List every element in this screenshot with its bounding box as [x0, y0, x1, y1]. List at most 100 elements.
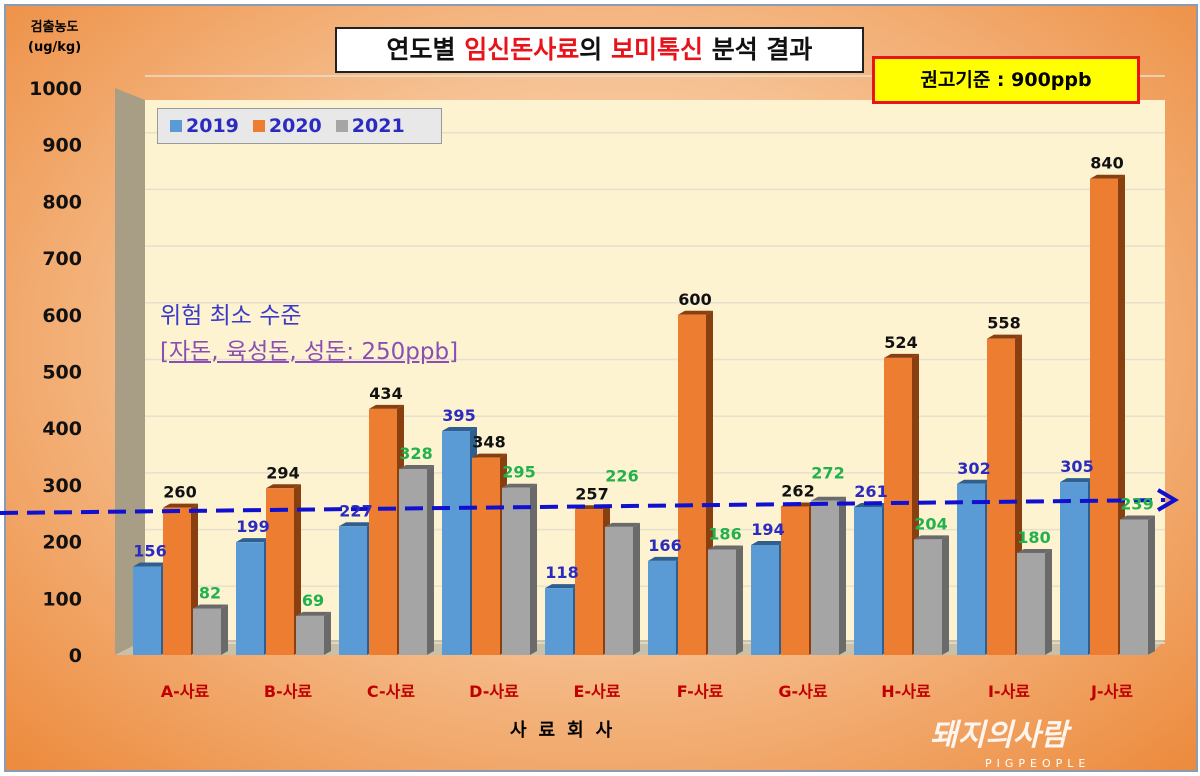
bar-top: [545, 584, 580, 589]
bar-2021: [296, 615, 324, 655]
data-label-2019: 194: [751, 520, 784, 539]
data-label-2021: 69: [302, 591, 324, 610]
data-label-2021: 82: [199, 584, 221, 603]
bar-top: [1120, 515, 1155, 520]
bar-2019: [957, 483, 985, 655]
data-label-2019: 227: [339, 501, 372, 520]
bar-top: [708, 545, 743, 550]
data-label-2020: 600: [678, 290, 711, 309]
bar-2021: [605, 526, 633, 655]
data-label-2020: 262: [781, 481, 814, 500]
threshold-label: 위험 최소 수준: [160, 303, 302, 329]
threshold-arrow-icon: [1156, 488, 1179, 512]
bar-2019: [339, 526, 367, 655]
data-label-2019: 305: [1060, 457, 1093, 476]
data-label-2020: 434: [369, 384, 402, 403]
bar-top: [472, 453, 507, 458]
y-tick-label: 300: [42, 475, 82, 497]
bar-top: [1060, 478, 1095, 483]
data-label-2021: 272: [811, 463, 844, 482]
bar-2019: [236, 542, 264, 655]
bar-side: [942, 535, 949, 655]
bar-2019: [854, 507, 882, 655]
bar-2019: [648, 560, 676, 655]
y-tick-label: 200: [42, 532, 82, 554]
data-label-2021: 295: [502, 463, 535, 482]
bar-side: [530, 483, 537, 655]
bar-side: [427, 465, 434, 655]
data-label-2020: 558: [987, 314, 1020, 333]
y-tick-label: 600: [42, 305, 82, 327]
bar-2019: [545, 588, 573, 655]
bar-top: [751, 541, 786, 546]
bar-2021: [193, 608, 221, 655]
bar-top: [502, 483, 537, 488]
legend-item-2021: 2021: [335, 115, 405, 137]
y-tick-label: 0: [69, 645, 82, 667]
bar-side: [1045, 548, 1052, 655]
data-label-2020: 840: [1090, 154, 1123, 173]
bar-2021: [708, 549, 736, 655]
bar-top: [678, 310, 713, 315]
bar-2020: [1090, 178, 1118, 655]
x-tick-label: I-사료: [988, 682, 1030, 701]
bar-top: [957, 479, 992, 484]
bar-top: [1090, 174, 1125, 179]
bar-2019: [442, 431, 470, 655]
bar-top: [987, 334, 1022, 339]
bar-top: [914, 535, 949, 540]
x-tick-label: H-사료: [881, 682, 931, 701]
bar-side: [1148, 515, 1155, 655]
y-axis-label: 검출농도 (ug/kg): [28, 20, 82, 55]
bar-top: [442, 427, 477, 432]
y-tick-label: 500: [42, 362, 82, 384]
watermark-sub: PIGPEOPLE: [985, 757, 1091, 770]
x-tick-label: C-사료: [367, 682, 415, 701]
bar-side: [736, 545, 743, 655]
bar-top: [236, 538, 271, 543]
y-tick-label: 800: [42, 191, 82, 213]
bar-2021: [1120, 519, 1148, 655]
data-label-2021: 328: [399, 444, 432, 463]
x-axis-label: 사료회사: [510, 720, 625, 741]
bar-side: [324, 611, 331, 655]
x-tick-label: E-사료: [573, 682, 620, 701]
x-tick-label: A-사료: [161, 682, 210, 701]
bar-2020: [987, 338, 1015, 655]
bar-2020: [884, 357, 912, 655]
data-label-2019: 166: [648, 536, 681, 555]
x-tick-label: G-사료: [778, 682, 827, 701]
data-label-2020: 524: [884, 333, 917, 352]
threshold-sublabel: [자돈, 육성돈, 성돈: 250ppb]: [160, 339, 459, 365]
bar-2020: [369, 408, 397, 655]
y-tick-label: 1000: [29, 78, 82, 100]
bar-top: [133, 562, 168, 567]
data-label-2020: 257: [575, 484, 608, 503]
bar-2020: [781, 506, 809, 655]
bar-top: [605, 522, 640, 527]
bar-top: [163, 503, 198, 508]
bar-2020: [575, 509, 603, 655]
x-tick-label: J-사료: [1090, 682, 1133, 701]
data-label-2019: 261: [854, 482, 887, 501]
bar-top: [648, 556, 683, 561]
data-label-2019: 118: [545, 563, 578, 582]
legend-item-2020: 2020: [252, 115, 322, 137]
bar-2019: [751, 545, 779, 655]
x-tick-label: F-사료: [677, 682, 724, 701]
data-label-2019: 199: [236, 517, 269, 536]
bar-2020: [163, 507, 191, 655]
bar-side: [221, 604, 228, 655]
bar-side: [294, 484, 301, 655]
bar-top: [193, 604, 228, 609]
bar-top: [369, 404, 404, 409]
y-tick-label: 700: [42, 248, 82, 270]
data-label-2020: 348: [472, 433, 505, 452]
data-label-2019: 156: [133, 542, 166, 561]
bar-top: [811, 496, 846, 501]
data-label-2021: 239: [1120, 494, 1153, 513]
reference-badge: 권고기준 : 900ppb: [872, 56, 1140, 104]
y-tick-label: 100: [42, 588, 82, 610]
bar-top: [266, 484, 301, 489]
